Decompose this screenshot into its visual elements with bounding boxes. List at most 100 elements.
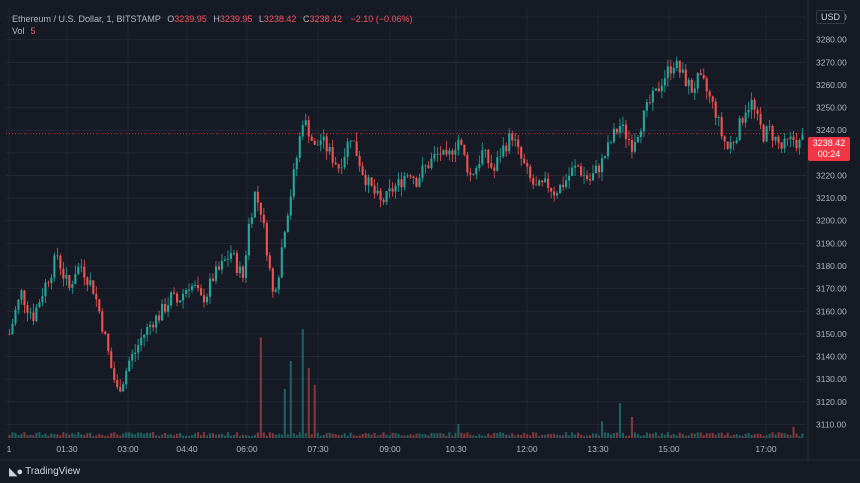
- y-tick-label: 3160.00: [816, 306, 847, 316]
- candle-body: [38, 302, 41, 308]
- candle-body: [666, 66, 669, 79]
- volume-bar: [523, 432, 526, 438]
- currency-selector[interactable]: USD: [816, 10, 846, 24]
- candle-body: [409, 175, 412, 177]
- volume-bar: [421, 433, 424, 438]
- candle-body: [346, 141, 349, 157]
- volume-bar: [62, 432, 65, 438]
- candle-body: [645, 102, 648, 111]
- volume-legend[interactable]: Vol 5: [12, 26, 36, 36]
- volume-bar: [430, 432, 433, 438]
- candle-body: [693, 88, 696, 93]
- volume-bar: [753, 434, 756, 438]
- volume-bar: [295, 434, 298, 438]
- candle-body: [53, 255, 56, 278]
- candle-body: [113, 368, 116, 380]
- candle-body: [481, 150, 484, 164]
- volume-bar: [720, 432, 723, 438]
- candle-body: [702, 75, 705, 79]
- candle-body: [741, 118, 744, 123]
- candle-body: [47, 282, 50, 284]
- volume-bar: [409, 434, 412, 438]
- candle-body: [720, 116, 723, 137]
- candle-body: [532, 178, 535, 185]
- candle-body: [379, 190, 382, 200]
- volume-bar: [783, 433, 786, 438]
- candle-body: [594, 165, 598, 174]
- y-tick-label: 3200.00: [816, 216, 847, 226]
- volume-bar: [262, 432, 265, 438]
- candle-body: [155, 315, 158, 328]
- volume-bar: [798, 435, 801, 438]
- volume-bar: [271, 433, 274, 438]
- candle-body: [753, 99, 756, 110]
- candle-body: [633, 141, 636, 152]
- candle-body: [493, 167, 496, 171]
- volume-bar: [322, 435, 325, 438]
- candle-body: [397, 179, 400, 186]
- candle-body: [496, 157, 499, 171]
- candle-body: [352, 140, 355, 142]
- candle-body: [343, 156, 346, 168]
- volume-bar: [583, 435, 586, 438]
- candle-body: [95, 293, 98, 300]
- volume-bar: [705, 433, 708, 438]
- candle-body: [648, 102, 651, 104]
- volume-bar: [795, 433, 798, 438]
- candle-body: [137, 345, 140, 353]
- volume-bar: [508, 435, 511, 438]
- volume-bar: [553, 433, 556, 438]
- volume-bar: [499, 432, 502, 438]
- candle-body: [783, 138, 786, 149]
- volume-bar: [744, 433, 747, 438]
- x-tick-label: 01:30: [56, 444, 78, 454]
- candle-body: [262, 214, 265, 224]
- x-tick-label: 03:00: [117, 444, 139, 454]
- volume-bar: [801, 433, 804, 438]
- volume-bar: [38, 432, 41, 438]
- y-tick-label: 3190.00: [816, 238, 847, 248]
- volume-bar: [122, 433, 125, 438]
- volume-bar: [723, 435, 726, 438]
- tradingview-brand[interactable]: ◣● TradingView: [9, 465, 80, 478]
- volume-bar: [349, 432, 352, 438]
- candle-body: [729, 142, 732, 149]
- candle-body: [547, 178, 550, 188]
- volume-bar: [29, 434, 32, 438]
- candle-body: [771, 125, 774, 141]
- candle-body: [663, 78, 666, 86]
- candle-body: [382, 199, 385, 203]
- volume-bar: [639, 435, 642, 438]
- candle-body: [502, 145, 505, 157]
- volume-bar: [702, 435, 705, 438]
- candle-body: [14, 309, 17, 324]
- candle-body: [11, 323, 14, 335]
- candle-body: [798, 139, 801, 149]
- volume-bar: [469, 434, 472, 438]
- volume-bar: [436, 433, 439, 438]
- volume-bar: [642, 435, 645, 438]
- volume-bar: [621, 432, 625, 438]
- x-tick-label: 04:40: [176, 444, 198, 454]
- volume-bar: [609, 434, 613, 438]
- volume-bar: [167, 434, 170, 438]
- volume-bar: [32, 435, 35, 438]
- volume-bar: [364, 433, 367, 438]
- candle-body: [642, 110, 645, 132]
- candle-body: [143, 334, 146, 338]
- volume-bar: [265, 435, 268, 438]
- volume-bar: [35, 432, 38, 438]
- volume-bar: [571, 432, 574, 438]
- candle-body: [630, 139, 633, 152]
- volume-bar: [487, 433, 490, 438]
- candle-body: [316, 144, 319, 146]
- volume-bar: [541, 434, 544, 438]
- symbol-title[interactable]: Ethereum / U.S. Dollar, 1, BITSTAMP: [12, 14, 161, 24]
- candle-body: [304, 120, 307, 126]
- volume-bar: [466, 432, 469, 438]
- candle-body: [325, 136, 328, 152]
- volume-bar: [439, 433, 442, 438]
- volume-bar: [298, 432, 301, 438]
